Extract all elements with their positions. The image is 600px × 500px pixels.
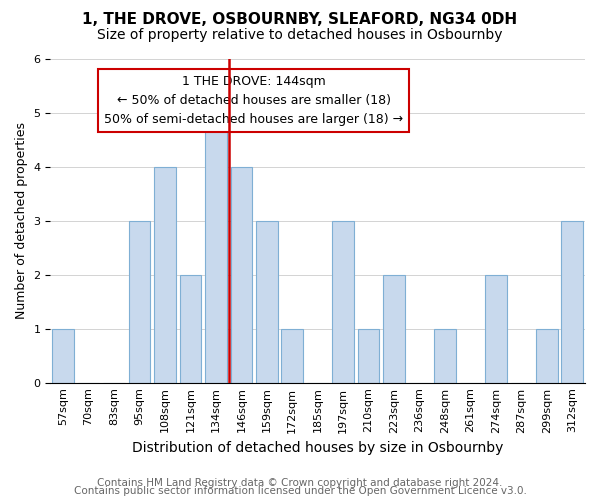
Text: 1 THE DROVE: 144sqm
← 50% of detached houses are smaller (18)
50% of semi-detach: 1 THE DROVE: 144sqm ← 50% of detached ho… [104,75,403,126]
Bar [332,221,354,382]
Bar [230,167,252,382]
Bar [358,328,379,382]
X-axis label: Distribution of detached houses by size in Osbournby: Distribution of detached houses by size … [132,441,503,455]
Bar [128,221,151,382]
Text: Contains public sector information licensed under the Open Government Licence v3: Contains public sector information licen… [74,486,526,496]
Text: Size of property relative to detached houses in Osbournby: Size of property relative to detached ho… [97,28,503,42]
Bar [205,113,227,382]
Bar [179,275,201,382]
Y-axis label: Number of detached properties: Number of detached properties [15,122,28,320]
Bar [154,167,176,382]
Bar [434,328,456,382]
Text: 1, THE DROVE, OSBOURNBY, SLEAFORD, NG34 0DH: 1, THE DROVE, OSBOURNBY, SLEAFORD, NG34 … [82,12,518,28]
Bar [485,275,507,382]
Bar [52,328,74,382]
Bar [281,328,303,382]
Text: Contains HM Land Registry data © Crown copyright and database right 2024.: Contains HM Land Registry data © Crown c… [97,478,503,488]
Bar [562,221,583,382]
Bar [256,221,278,382]
Bar [536,328,557,382]
Bar [383,275,405,382]
